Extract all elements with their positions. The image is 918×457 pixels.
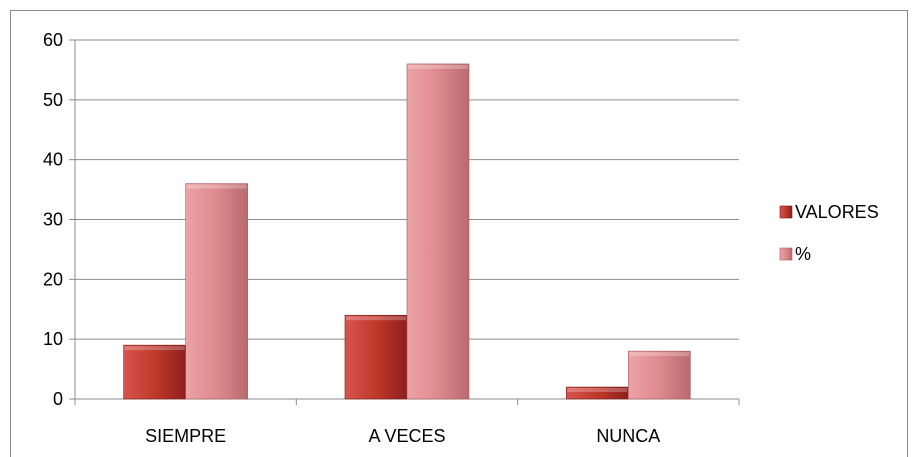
legend-swatch xyxy=(779,205,793,219)
bar-percent xyxy=(406,63,470,400)
bar-highlight xyxy=(408,64,468,69)
y-tick-label: 10 xyxy=(43,329,63,349)
bar-valores xyxy=(123,344,186,400)
legend-swatch xyxy=(779,247,793,261)
bar-highlight xyxy=(124,346,185,351)
bars xyxy=(123,63,691,400)
bar-valores xyxy=(344,314,408,400)
bar-percent xyxy=(628,350,691,400)
bar-percent xyxy=(185,183,248,400)
legend: VALORES% xyxy=(779,202,879,264)
y-tick-label: 20 xyxy=(43,269,63,289)
y-tick-label: 60 xyxy=(43,30,63,50)
y-tick-labels: 0 10 20 30 40 50 60 xyxy=(43,30,63,409)
y-tick-label: 50 xyxy=(43,90,63,110)
legend-label: % xyxy=(795,244,811,264)
bar-highlight xyxy=(186,184,247,189)
bar-highlight xyxy=(346,316,406,321)
x-category-labels: SIEMPRE A VECES NUNCA xyxy=(145,426,660,446)
x-category-label: NUNCA xyxy=(596,426,660,446)
legend-label: VALORES xyxy=(795,202,879,222)
bar-highlight xyxy=(629,352,690,357)
y-tick-label: 0 xyxy=(53,389,63,409)
y-tick-label: 40 xyxy=(43,150,63,170)
y-tick-label: 30 xyxy=(43,210,63,230)
x-category-label: SIEMPRE xyxy=(145,426,226,446)
bar-highlight xyxy=(567,388,628,393)
x-category-label: A VECES xyxy=(368,426,445,446)
